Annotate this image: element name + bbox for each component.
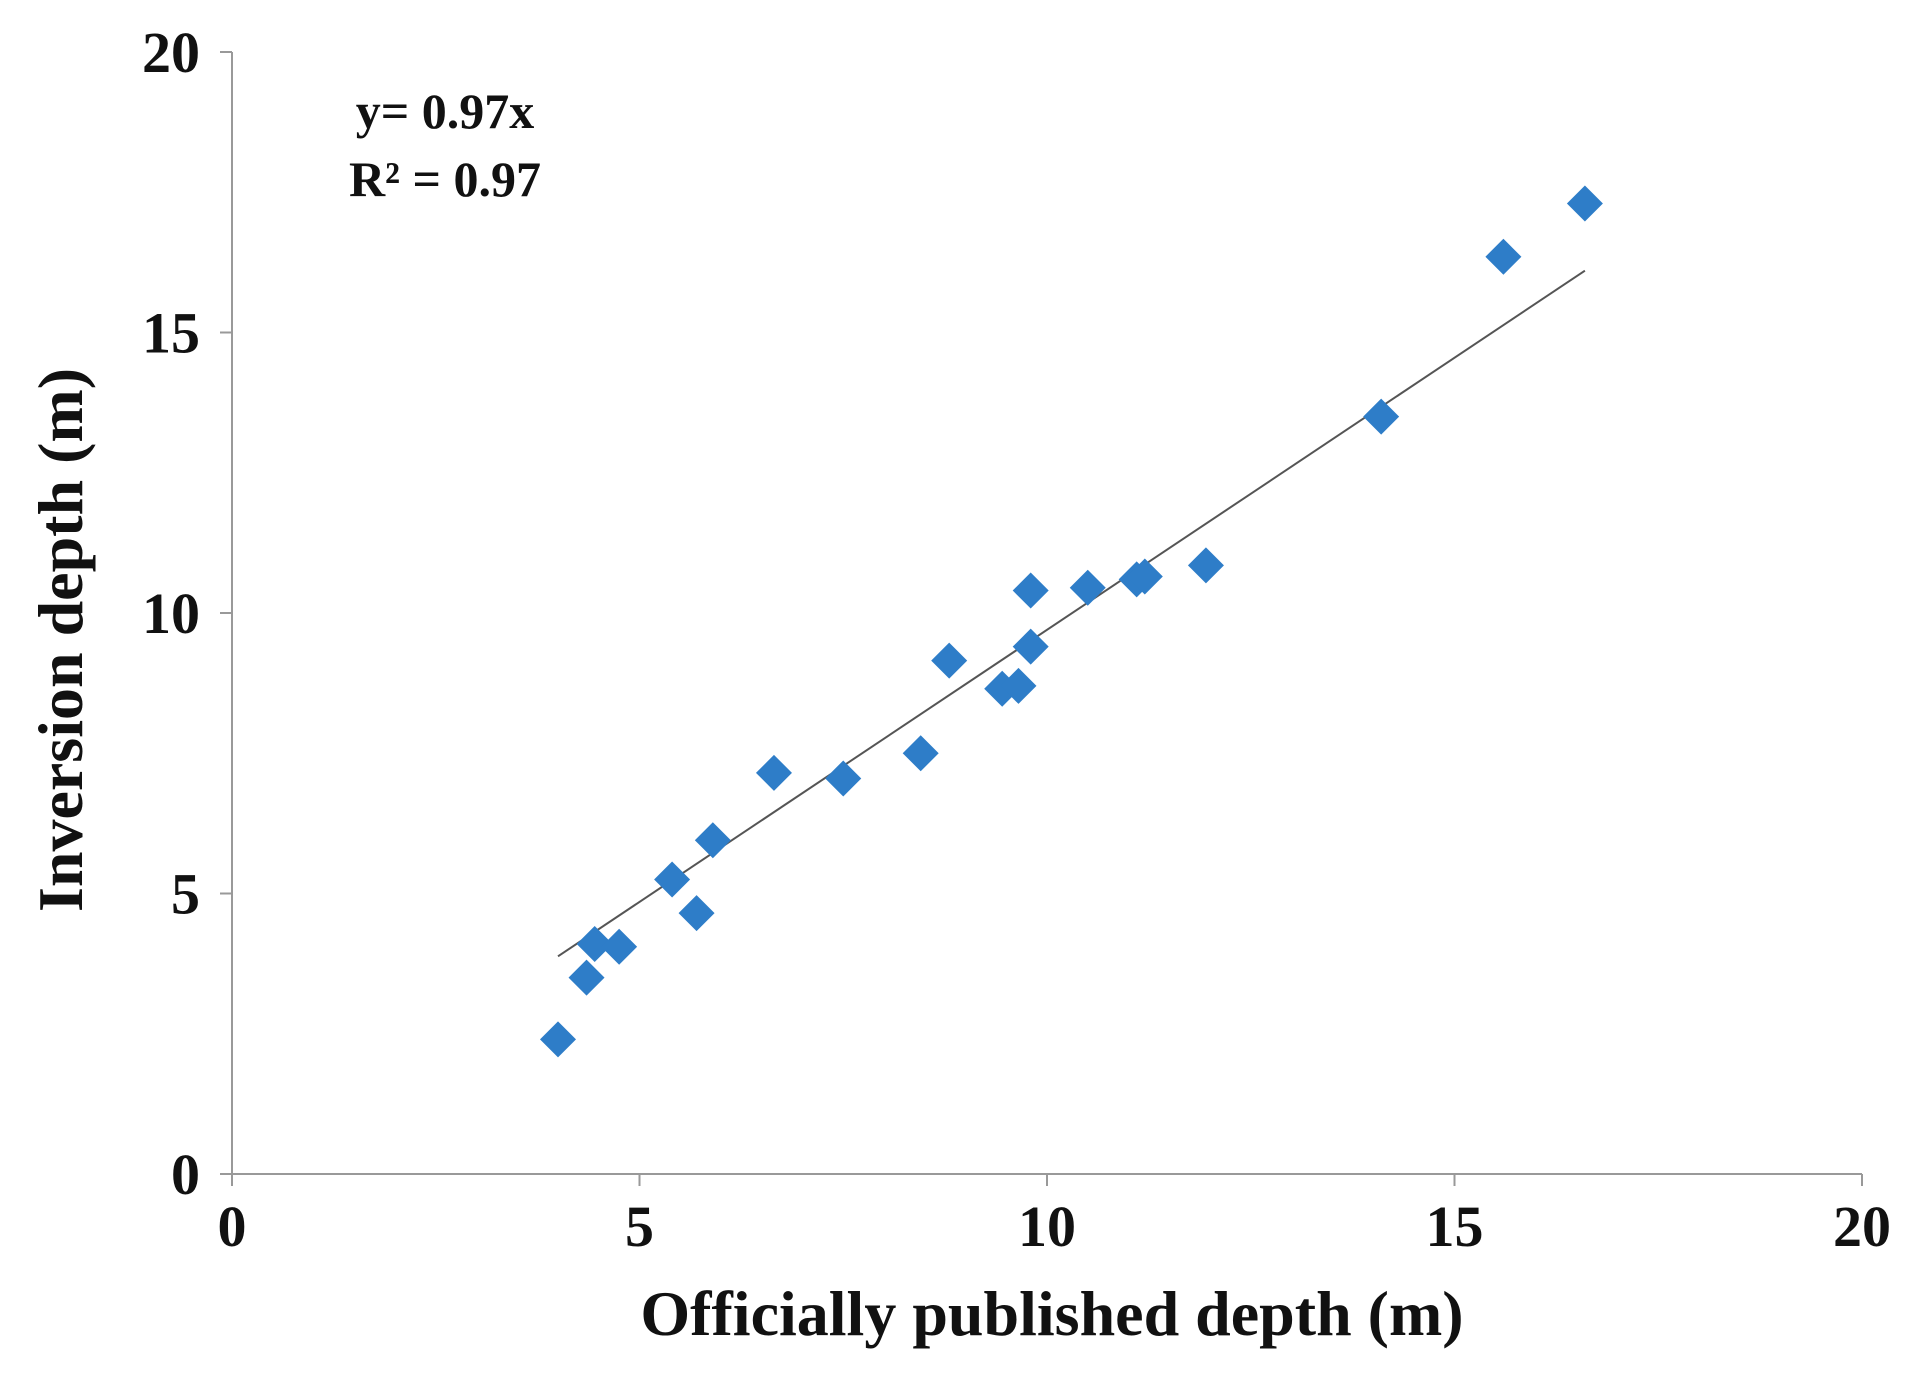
x-tick-label: 5 bbox=[625, 1194, 654, 1259]
x-tick-label: 15 bbox=[1426, 1194, 1484, 1259]
data-point-diamond bbox=[755, 754, 792, 791]
data-point-diamond bbox=[1000, 667, 1037, 704]
data-point-diamond bbox=[1187, 547, 1224, 584]
data-point-diamond bbox=[601, 928, 638, 965]
data-point-diamond bbox=[540, 1021, 576, 1058]
y-tick-label: 20 bbox=[142, 20, 200, 85]
data-point-diamond bbox=[678, 895, 715, 932]
data-point-diamond bbox=[1069, 569, 1106, 606]
data-point-diamond bbox=[825, 760, 862, 797]
x-tick-label: 20 bbox=[1833, 1194, 1891, 1259]
data-point-diamond bbox=[902, 735, 939, 772]
chart-text: y= 0.97x R² = 0.97 Officially published … bbox=[25, 83, 1464, 1349]
data-point-diamond bbox=[1012, 628, 1049, 665]
x-tick-label: 0 bbox=[218, 1194, 247, 1259]
data-point-diamond bbox=[576, 925, 613, 962]
y-tick-label: 10 bbox=[142, 581, 200, 646]
data-point-diamond bbox=[1012, 572, 1049, 609]
data-point-diamond bbox=[1126, 558, 1163, 595]
x-axis-title: Officially published depth (m) bbox=[640, 1278, 1463, 1349]
axes: 0 5 10 15 20 0 5 10 15 20 bbox=[142, 20, 1891, 1259]
data-point-diamond bbox=[1363, 398, 1400, 435]
y-axis-title: Inversion depth (m) bbox=[25, 368, 96, 912]
x-tick-label: 10 bbox=[1018, 1194, 1076, 1259]
data-point-diamond bbox=[1566, 185, 1603, 222]
data-point-diamond bbox=[694, 822, 731, 859]
data-point-diamond bbox=[931, 642, 968, 679]
data-point-diamond bbox=[1485, 238, 1522, 275]
trendline-equation: y= 0.97x bbox=[356, 83, 535, 139]
trendline-layer bbox=[557, 269, 1586, 958]
data-point-diamond bbox=[654, 861, 691, 898]
linear-trendline bbox=[557, 269, 1586, 958]
y-tick-label: 15 bbox=[142, 301, 200, 366]
data-points bbox=[540, 185, 1603, 1058]
y-tick-label: 5 bbox=[171, 862, 200, 927]
y-tick-label: 0 bbox=[171, 1142, 200, 1207]
data-point-diamond bbox=[568, 959, 605, 996]
r-squared-annotation: R² = 0.97 bbox=[349, 151, 541, 207]
